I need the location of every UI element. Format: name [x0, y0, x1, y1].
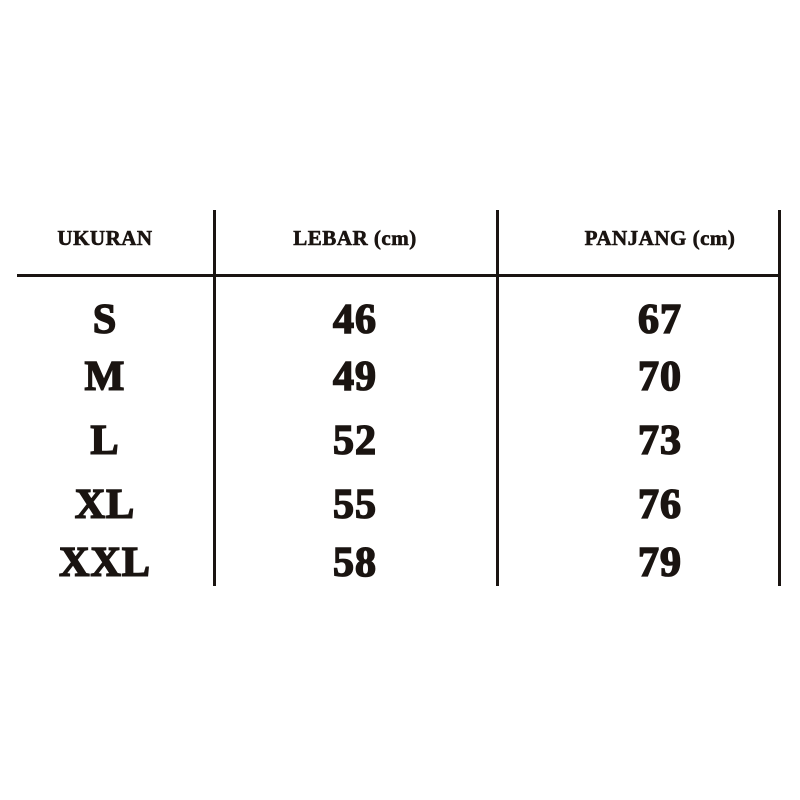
header-panjang: PANJANG (cm) [584, 226, 736, 251]
panjang-cell: 73 [637, 418, 682, 464]
panjang-cell: 79 [637, 540, 682, 586]
size-cell: XL [74, 482, 136, 528]
panjang-cell: 70 [637, 354, 682, 400]
column-divider [778, 210, 781, 586]
size-cell: XXL [58, 540, 151, 586]
column-divider [496, 210, 499, 586]
size-cell: S [92, 297, 118, 343]
lebar-cell: 58 [332, 540, 377, 586]
header-lebar: LEBAR (cm) [293, 226, 417, 251]
lebar-cell: 52 [332, 418, 377, 464]
header-ukuran: UKURAN [57, 226, 153, 251]
lebar-cell: 46 [332, 297, 377, 343]
header-divider [17, 274, 781, 277]
lebar-cell: 49 [332, 354, 377, 400]
panjang-cell: 67 [637, 297, 682, 343]
lebar-cell: 55 [332, 482, 377, 528]
panjang-cell: 76 [637, 482, 682, 528]
column-divider [213, 210, 216, 586]
size-cell: L [90, 418, 120, 464]
size-cell: M [84, 354, 126, 400]
